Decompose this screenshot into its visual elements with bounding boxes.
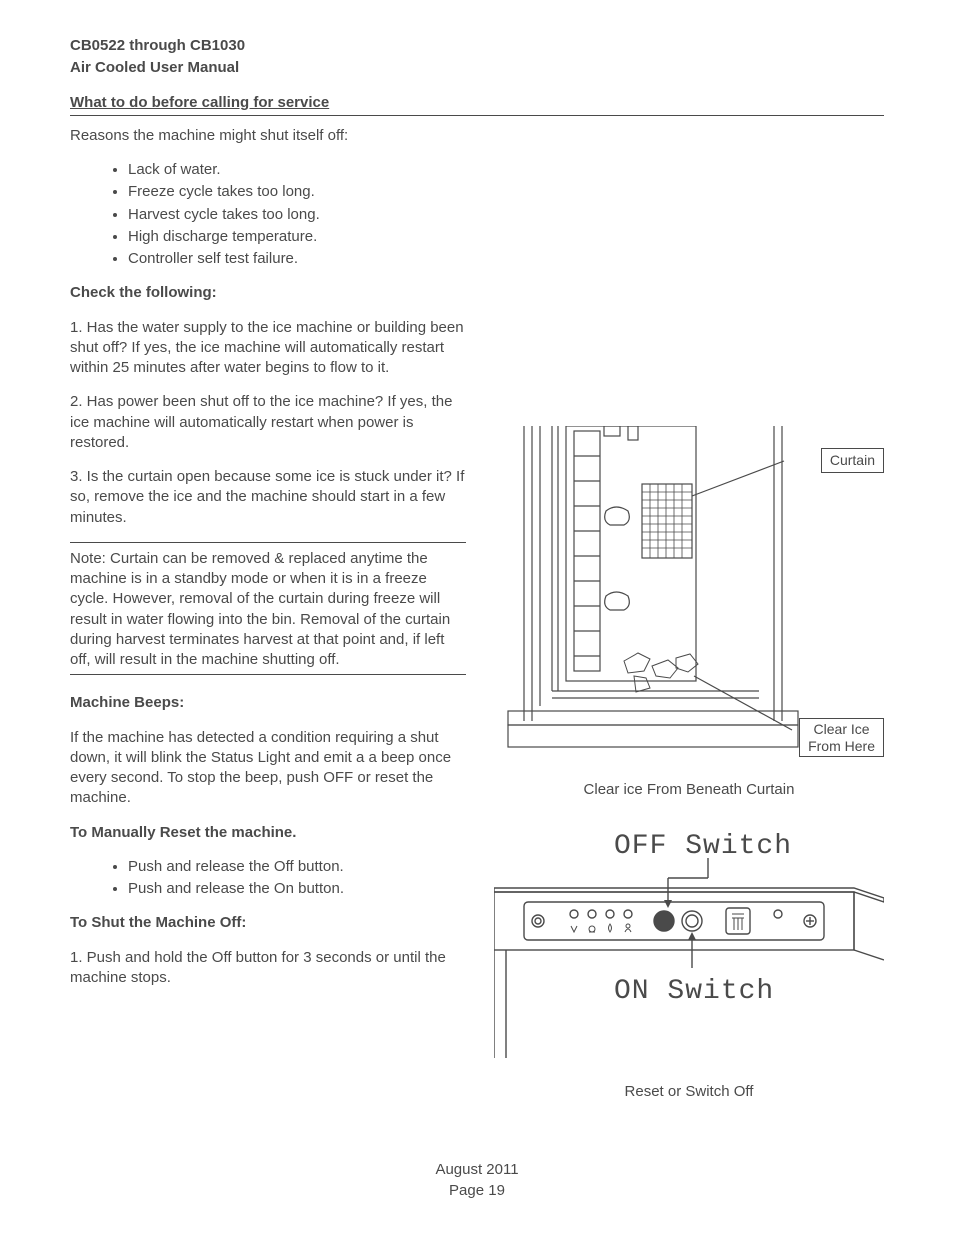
- reset-heading: To Manually Reset the machine.: [70, 823, 466, 843]
- page-footer: August 2011 Page 19: [70, 1160, 884, 1201]
- check-heading: Check the following:: [70, 283, 466, 303]
- switch-svg: [494, 858, 884, 1058]
- on-switch-label: ON Switch: [614, 973, 774, 1011]
- header-line-1: CB0522 through CB1030: [70, 36, 884, 56]
- reset-steps-list: Push and release the Off button. Push an…: [70, 857, 466, 900]
- section-title: What to do before calling for service: [70, 93, 884, 116]
- figure1-caption: Clear ice From Beneath Curtain: [494, 780, 884, 800]
- page-header: CB0522 through CB1030 Air Cooled User Ma…: [70, 36, 884, 79]
- header-line-2: Air Cooled User Manual: [70, 58, 884, 78]
- curtain-svg: [494, 426, 884, 766]
- list-item: Harvest cycle takes too long.: [128, 205, 466, 225]
- list-item: Freeze cycle takes too long.: [128, 182, 466, 202]
- curtain-diagram: Curtain Clear Ice From Here: [494, 426, 884, 766]
- shutoff-reasons-list: Lack of water. Freeze cycle takes too lo…: [70, 160, 466, 269]
- right-column: Curtain Clear Ice From Here Clear ice Fr…: [494, 126, 884, 1131]
- beeps-heading: Machine Beeps:: [70, 693, 466, 713]
- figure2-caption: Reset or Switch Off: [494, 1082, 884, 1102]
- clear-ice-label: Clear Ice From Here: [799, 718, 884, 758]
- check-item-3: 3. Is the curtain open because some ice …: [70, 467, 466, 528]
- switch-diagram: OFF Switch: [494, 828, 884, 1078]
- clear-ice-label-line1: Clear Ice: [814, 721, 870, 737]
- shutoff-text: 1. Push and hold the Off button for 3 se…: [70, 948, 466, 989]
- footer-page: Page 19: [70, 1181, 884, 1201]
- check-item-1: 1. Has the water supply to the ice machi…: [70, 318, 466, 379]
- divider: [70, 674, 466, 675]
- curtain-label: Curtain: [821, 448, 884, 473]
- content-columns: Reasons the machine might shut itself of…: [70, 126, 884, 1131]
- clear-ice-label-line2: From Here: [808, 738, 875, 754]
- footer-date: August 2011: [70, 1160, 884, 1180]
- list-item: Push and release the Off button.: [128, 857, 466, 877]
- shutoff-heading: To Shut the Machine Off:: [70, 913, 466, 933]
- intro-text: Reasons the machine might shut itself of…: [70, 126, 466, 146]
- list-item: High discharge temperature.: [128, 227, 466, 247]
- note-text: Note: Curtain can be removed & replaced …: [70, 549, 466, 671]
- beeps-text: If the machine has detected a condition …: [70, 728, 466, 809]
- list-item: Controller self test failure.: [128, 249, 466, 269]
- divider: [70, 542, 466, 543]
- list-item: Lack of water.: [128, 160, 466, 180]
- list-item: Push and release the On button.: [128, 879, 466, 899]
- check-item-2: 2. Has power been shut off to the ice ma…: [70, 392, 466, 453]
- left-column: Reasons the machine might shut itself of…: [70, 126, 466, 1131]
